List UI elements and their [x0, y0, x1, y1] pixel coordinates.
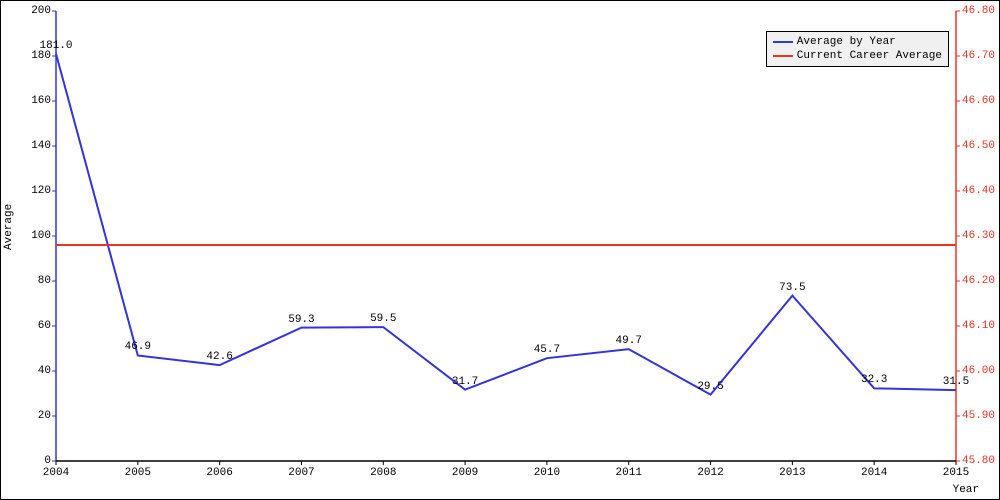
- y-right-tick-label: 46.30: [962, 230, 1000, 242]
- data-point-label: 31.7: [452, 376, 478, 388]
- y-left-tick-label: 140: [21, 140, 51, 152]
- legend-line-icon: [773, 41, 793, 43]
- y-left-tick-label: 40: [21, 365, 51, 377]
- y-left-tick-label: 0: [21, 455, 51, 467]
- x-tick-label: 2011: [609, 467, 649, 479]
- y-left-tick-label: 180: [21, 50, 51, 62]
- data-point-label: 29.5: [697, 381, 723, 393]
- legend-label: Average by Year: [797, 36, 896, 48]
- y-right-tick-label: 45.80: [962, 455, 1000, 467]
- data-point-label: 181.0: [39, 40, 72, 52]
- x-tick-label: 2008: [363, 467, 403, 479]
- y-axis-label: Average: [3, 204, 15, 250]
- legend: Average by Year Current Career Average: [766, 31, 949, 67]
- x-tick-label: 2012: [691, 467, 731, 479]
- y-left-tick-label: 100: [21, 230, 51, 242]
- y-right-tick-label: 46.10: [962, 320, 1000, 332]
- x-tick-label: 2013: [772, 467, 812, 479]
- chart-container: Average Year Average by Year Current Care…: [0, 0, 1000, 500]
- x-tick-label: 2005: [118, 467, 158, 479]
- x-tick-label: 2009: [445, 467, 485, 479]
- data-point-label: 59.3: [288, 314, 314, 326]
- y-right-tick-label: 46.40: [962, 185, 1000, 197]
- y-right-tick-label: 46.70: [962, 50, 1000, 62]
- y-right-tick-label: 46.60: [962, 95, 1000, 107]
- y-right-tick-label: 46.20: [962, 275, 1000, 287]
- x-tick-label: 2010: [527, 467, 567, 479]
- data-point-label: 32.3: [861, 374, 887, 386]
- y-right-tick-label: 45.90: [962, 410, 1000, 422]
- x-axis-label: Year: [953, 484, 979, 496]
- x-tick-label: 2014: [854, 467, 894, 479]
- x-tick-label: 2007: [281, 467, 321, 479]
- data-point-label: 42.6: [206, 351, 232, 363]
- y-left-tick-label: 160: [21, 95, 51, 107]
- x-tick-label: 2004: [36, 467, 76, 479]
- legend-item: Current Career Average: [773, 49, 942, 63]
- data-point-label: 49.7: [616, 335, 642, 347]
- data-point-label: 46.9: [125, 341, 151, 353]
- x-tick-label: 2006: [200, 467, 240, 479]
- x-tick-label: 2015: [936, 467, 976, 479]
- series-line: [56, 54, 956, 395]
- y-left-tick-label: 200: [21, 5, 51, 17]
- y-right-tick-label: 46.50: [962, 140, 1000, 152]
- data-point-label: 59.5: [370, 313, 396, 325]
- chart-svg: [1, 1, 999, 499]
- y-left-tick-label: 60: [21, 320, 51, 332]
- data-point-label: 45.7: [534, 344, 560, 356]
- y-left-tick-label: 20: [21, 410, 51, 422]
- legend-item: Average by Year: [773, 35, 942, 49]
- y-right-tick-label: 46.80: [962, 5, 1000, 17]
- data-point-label: 31.5: [943, 376, 969, 388]
- legend-label: Current Career Average: [797, 50, 942, 62]
- y-left-tick-label: 120: [21, 185, 51, 197]
- data-point-label: 73.5: [779, 282, 805, 294]
- y-left-tick-label: 80: [21, 275, 51, 287]
- legend-line-icon: [773, 55, 793, 57]
